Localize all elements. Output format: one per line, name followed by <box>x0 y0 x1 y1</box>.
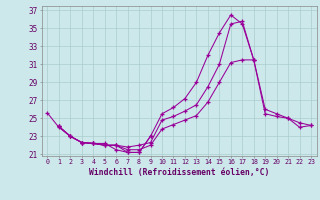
X-axis label: Windchill (Refroidissement éolien,°C): Windchill (Refroidissement éolien,°C) <box>89 168 269 177</box>
